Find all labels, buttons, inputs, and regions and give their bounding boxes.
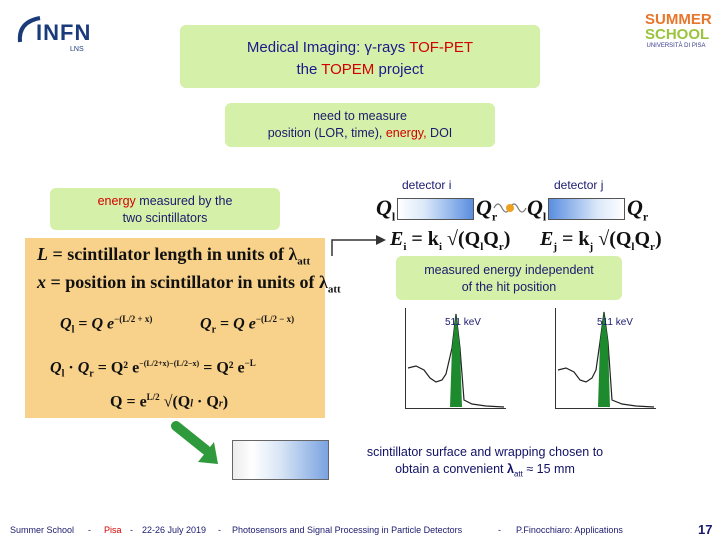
formula-panel: L = scintillator length in units of λatt… xyxy=(25,238,341,418)
slide-title-line1: Medical Imaging: γ-rays TOF-PET xyxy=(246,39,474,56)
energy-spectrum-left xyxy=(405,308,506,409)
detector-j-crystal xyxy=(548,198,625,220)
detector-j-label: detector j xyxy=(554,178,604,192)
summer-school-logo-line1: SUMMER xyxy=(645,11,712,28)
detector-i-crystal xyxy=(397,198,474,220)
spectrum-left-label: 511 keV xyxy=(445,317,481,328)
energy-spectrum-right xyxy=(555,308,656,409)
energy-spectrum-left-plot xyxy=(407,313,505,408)
footer-sep: - xyxy=(130,525,133,535)
footer-place: Pisa xyxy=(104,525,122,535)
energy-j-formula: Ej = kj √(QlQr) xyxy=(540,228,662,253)
surface-wrapping-text: scintillator surface and wrapping chosen… xyxy=(366,445,604,479)
detector-j-qr: Qr xyxy=(627,195,649,224)
footer-course: Photosensors and Signal Processing in Pa… xyxy=(232,525,463,535)
spectrum-right-label: 511 keV xyxy=(597,317,633,328)
infn-logo: INFN LNS xyxy=(14,12,104,56)
detector-j-ql: Ql xyxy=(527,195,547,224)
x-definition: x = position in scintillator in units of… xyxy=(37,272,341,296)
detector-i-label: detector i xyxy=(402,178,452,192)
ql-equation: Ql = Q e−(L/2 + x) xyxy=(60,314,153,336)
need-to-measure-box: need to measure position (LOR, time), en… xyxy=(225,103,495,147)
infn-logo-swoosh-icon xyxy=(17,16,41,43)
footer-author: P.Finocchiaro: Applications xyxy=(516,525,623,535)
green-arrow-icon xyxy=(171,421,218,464)
page-number: 17 xyxy=(698,522,713,537)
summer-school-logo-line2: SCHOOL xyxy=(645,26,710,43)
footer-sep: - xyxy=(88,525,91,535)
energy-measured-box: energy measured by the two scintillators xyxy=(50,188,280,230)
L-definition: L = scintillator length in units of λatt xyxy=(37,244,311,268)
qr-equation: Qr = Q e−(L/2 − x) xyxy=(200,314,295,336)
slide-title-line2: the TOPEM project xyxy=(296,61,424,78)
footer-school: Summer School xyxy=(10,525,75,535)
summer-school-logo: SUMMER SCHOOL UNIVERSITÀ DI PISA xyxy=(645,11,712,58)
summer-school-logo-sub: UNIVERSITÀ DI PISA xyxy=(646,43,706,49)
energy-independent-box: measured energy independent of the hit p… xyxy=(396,256,622,300)
product-equation: Ql · Qr = Q² e−(L/2+x)−(L/2−x) = Q² e−L xyxy=(50,358,256,380)
detector-i-qr: Qr xyxy=(476,195,498,224)
slide-title: Medical Imaging: γ-rays TOF-PET the TOPE… xyxy=(180,25,540,88)
gamma-photon-icon xyxy=(493,203,527,213)
detector-i-ql: Ql xyxy=(376,195,396,224)
footer-sep: - xyxy=(218,525,221,535)
footer-dates: 22-26 July 2019 xyxy=(142,525,207,535)
arrow-to-detectors-icon xyxy=(331,235,386,256)
wrapped-scintillator-bar xyxy=(232,440,329,480)
energy-spectrum-right-plot xyxy=(557,311,655,408)
infn-logo-text: INFN xyxy=(36,20,92,45)
energy-i-formula: Ei = ki √(QlQr) xyxy=(390,228,511,253)
q-final-equation: Q = eL/2 √(Ql · Qr) xyxy=(110,392,229,411)
footer-sep: - xyxy=(498,525,501,535)
infn-logo-subtext: LNS xyxy=(70,46,84,53)
footer: Summer School - Pisa - 22-26 July 2019 -… xyxy=(0,520,720,540)
